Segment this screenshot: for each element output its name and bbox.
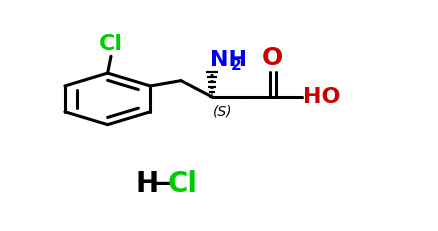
Text: −: − [150, 170, 173, 198]
Text: Cl: Cl [167, 170, 197, 198]
Text: 2: 2 [230, 58, 240, 73]
Text: NH: NH [209, 50, 246, 70]
Text: Cl: Cl [99, 34, 123, 54]
Text: O: O [261, 46, 283, 70]
Text: (S): (S) [213, 105, 232, 119]
Text: H: H [135, 170, 158, 198]
Text: HO: HO [303, 87, 340, 107]
